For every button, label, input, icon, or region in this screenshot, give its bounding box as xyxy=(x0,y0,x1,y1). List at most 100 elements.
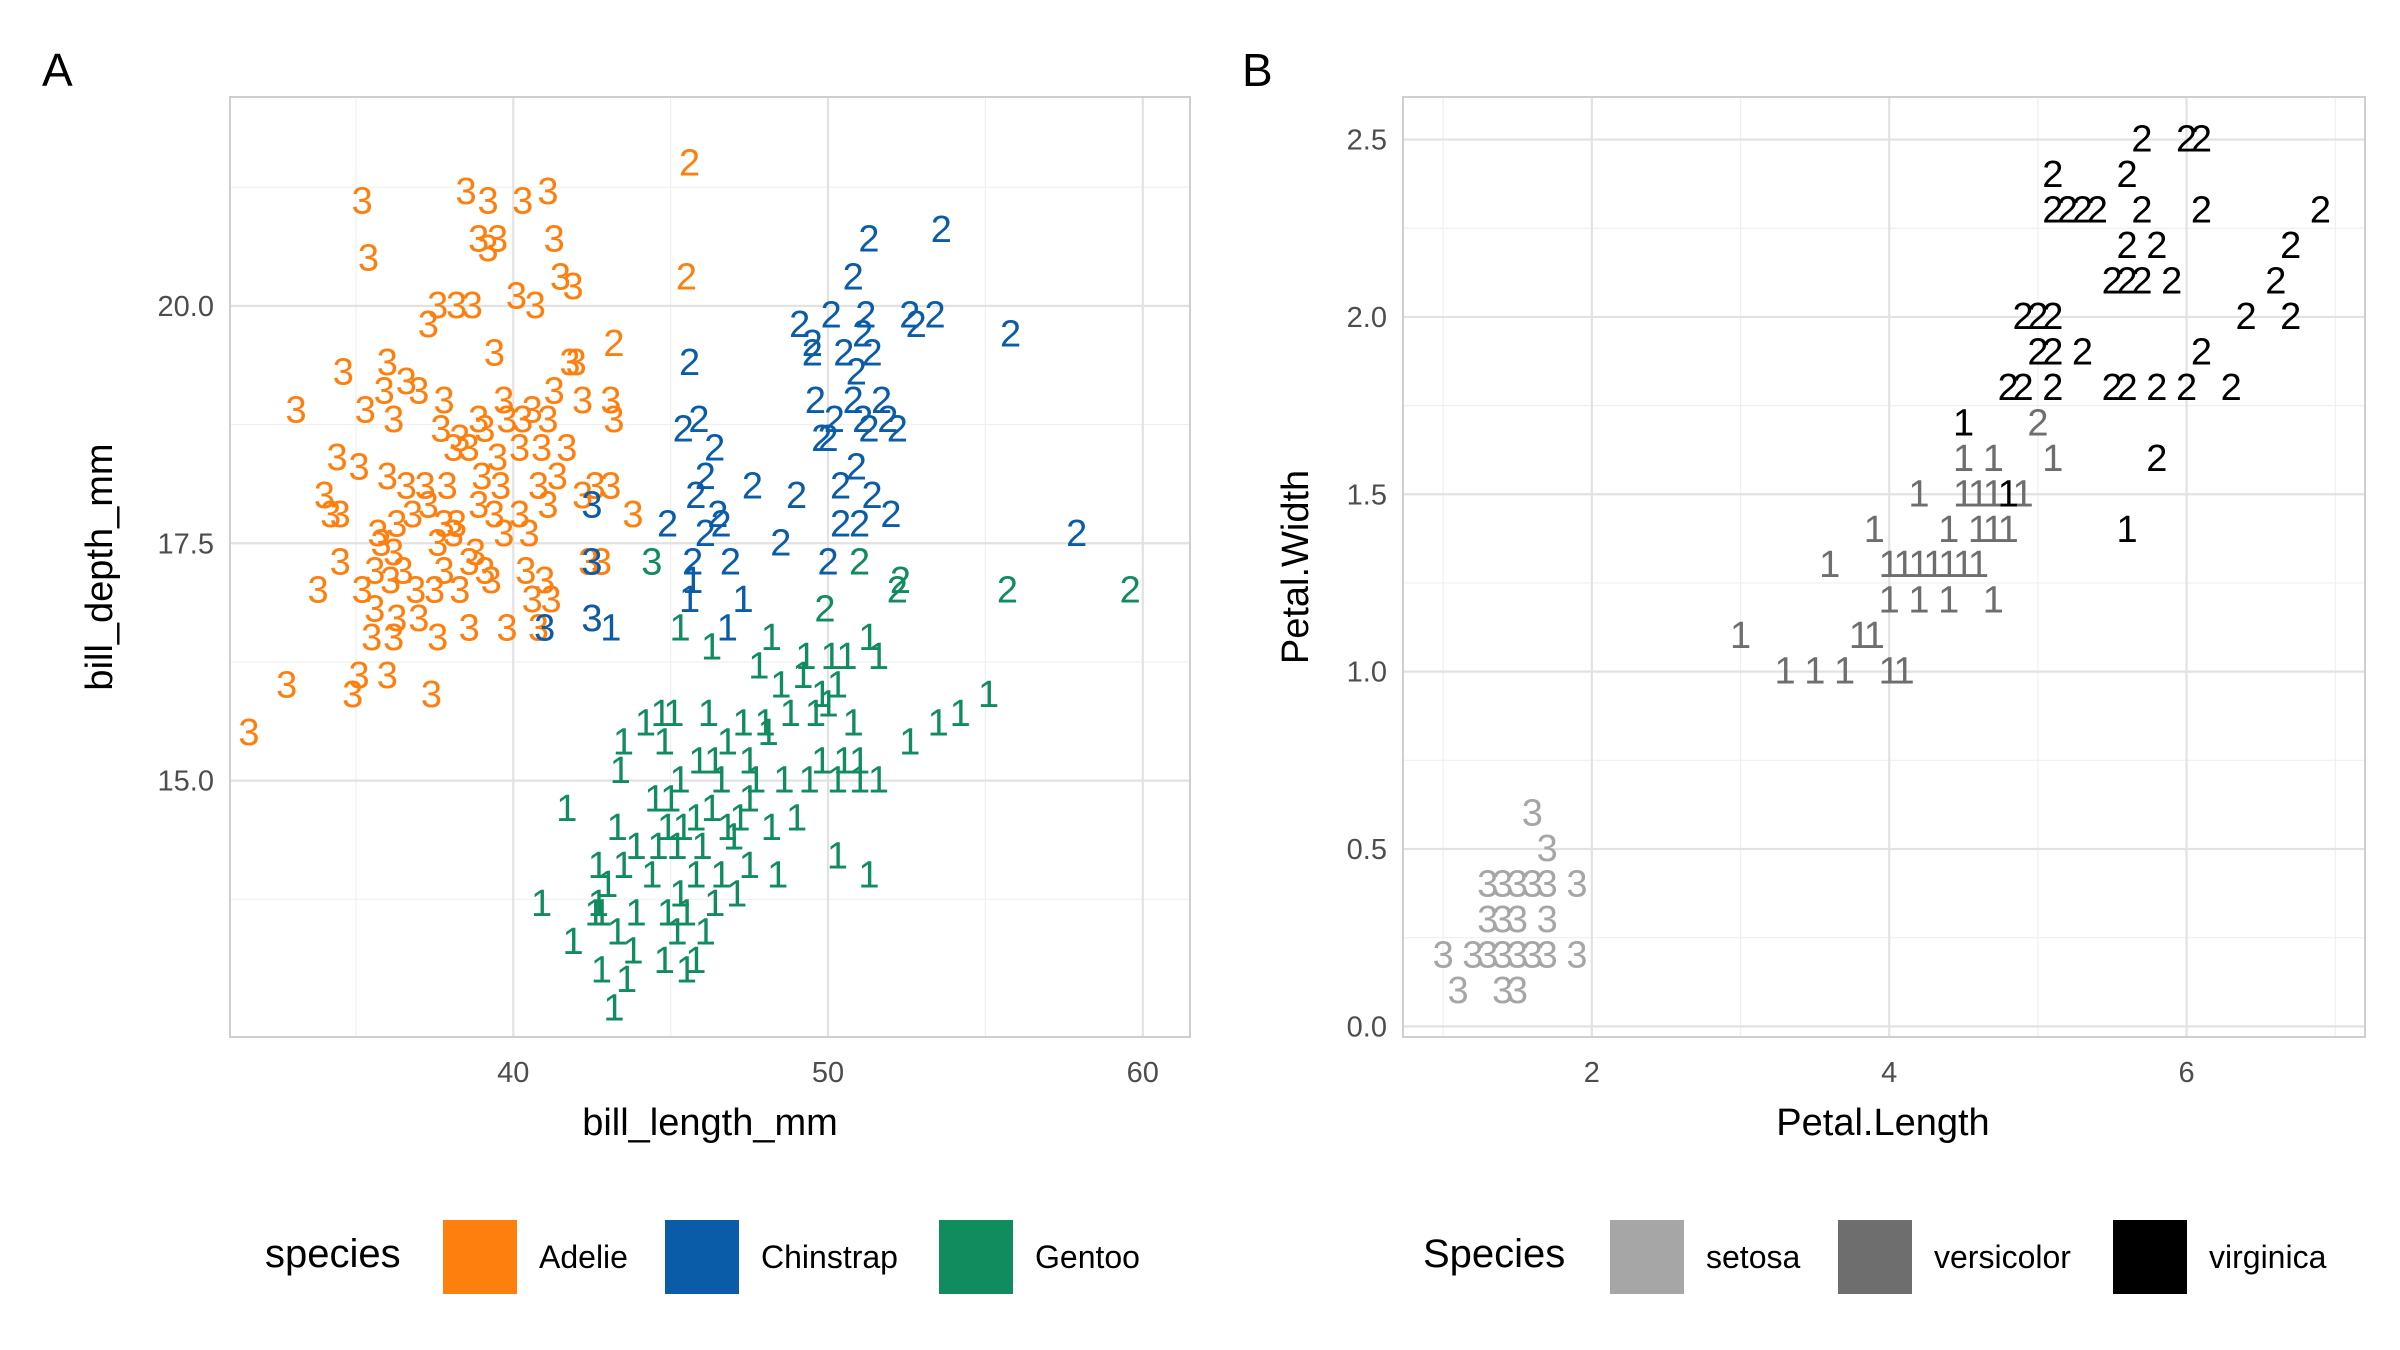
data-point-adelie: 3 xyxy=(531,427,552,469)
data-point-adelie: 2 xyxy=(603,323,624,365)
data-point-adelie: 3 xyxy=(459,541,480,583)
data-point-adelie: 3 xyxy=(433,503,454,545)
data-point-gentoo: 1 xyxy=(685,855,706,897)
data-point-virginica: 2 xyxy=(2310,190,2331,232)
data-point-adelie: 3 xyxy=(572,475,593,517)
data-point-versicolor: 1 xyxy=(1923,544,1944,586)
data-point-gentoo: 1 xyxy=(799,760,820,802)
data-point-chinstrap: 2 xyxy=(682,541,703,583)
data-point-virginica: 1 xyxy=(1998,473,2019,515)
data-point-chinstrap: 1 xyxy=(717,608,738,650)
data-point-chinstrap: 2 xyxy=(846,351,867,393)
chart-a-tick-labels: 40 50 60 15.0 17.5 20.0 xyxy=(158,291,1159,1089)
data-point-setosa: 3 xyxy=(1447,970,1468,1012)
data-point-gentoo: 1 xyxy=(761,617,782,659)
panel-b-tag: B xyxy=(1242,44,1273,96)
data-point-gentoo: 1 xyxy=(858,617,879,659)
data-point-virginica: 2 xyxy=(2146,367,2167,409)
data-point-adelie: 3 xyxy=(386,598,407,640)
data-point-virginica: 2 xyxy=(2191,331,2212,373)
data-point-versicolor: 1 xyxy=(1908,580,1929,622)
data-point-adelie: 3 xyxy=(512,180,533,222)
data-point-chinstrap: 2 xyxy=(789,304,810,346)
y-tick-label: 1.0 xyxy=(1347,657,1387,689)
data-point-adelie: 3 xyxy=(433,551,454,593)
data-point-virginica: 2 xyxy=(2102,260,2123,302)
x-tick-label: 4 xyxy=(1881,1057,1897,1089)
data-point-chinstrap: 2 xyxy=(843,380,864,422)
data-point-gentoo: 1 xyxy=(701,627,722,669)
legend-label-gentoo: Gentoo xyxy=(1035,1239,1140,1275)
data-point-adelie: 3 xyxy=(490,465,511,507)
data-point-versicolor: 1 xyxy=(1894,544,1915,586)
data-point-virginica: 2 xyxy=(2042,296,2063,338)
data-point-adelie: 3 xyxy=(443,427,464,469)
data-point-adelie: 3 xyxy=(367,513,388,555)
data-point-chinstrap: 2 xyxy=(657,503,678,545)
data-point-adelie: 3 xyxy=(455,171,476,213)
data-point-adelie: 3 xyxy=(427,617,448,659)
data-point-gentoo: 1 xyxy=(585,893,606,935)
data-point-gentoo: 1 xyxy=(795,636,816,678)
data-point-adelie: 3 xyxy=(462,285,483,327)
data-point-gentoo: 1 xyxy=(670,760,691,802)
data-point-adelie: 2 xyxy=(679,142,700,184)
data-point-chinstrap: 2 xyxy=(817,418,838,460)
data-point-adelie: 3 xyxy=(600,465,621,507)
data-point-adelie: 3 xyxy=(534,560,555,602)
data-point-chinstrap: 2 xyxy=(673,408,694,450)
data-point-gentoo: 1 xyxy=(701,788,722,830)
data-point-adelie: 3 xyxy=(308,570,329,612)
data-point-setosa: 3 xyxy=(1507,934,1528,976)
data-point-gentoo: 1 xyxy=(692,826,713,868)
data-point-chinstrap: 2 xyxy=(811,418,832,460)
data-point-gentoo: 1 xyxy=(821,636,842,678)
data-point-chinstrap: 3 xyxy=(581,541,602,583)
data-point-adelie: 3 xyxy=(342,674,363,716)
data-point-gentoo: 1 xyxy=(654,722,675,764)
data-point-gentoo: 1 xyxy=(588,845,609,887)
data-point-adelie: 3 xyxy=(509,494,530,536)
data-point-gentoo: 1 xyxy=(761,807,782,849)
data-point-setosa: 3 xyxy=(1507,863,1528,905)
data-point-chinstrap: 2 xyxy=(1066,513,1087,555)
data-point-adelie: 3 xyxy=(427,285,448,327)
data-point-gentoo: 1 xyxy=(666,912,687,954)
data-point-gentoo: 1 xyxy=(767,855,788,897)
data-point-chinstrap: 1 xyxy=(679,579,700,621)
data-point-virginica: 2 xyxy=(2042,331,2063,373)
data-point-versicolor: 1 xyxy=(1894,651,1915,693)
data-point-virginica: 2 xyxy=(2176,119,2197,161)
data-point-adelie: 3 xyxy=(603,399,624,441)
data-point-adelie: 3 xyxy=(377,655,398,697)
data-point-virginica: 1 xyxy=(2117,509,2138,551)
data-point-gentoo: 1 xyxy=(657,807,678,849)
data-point-chinstrap: 2 xyxy=(704,427,725,469)
data-point-gentoo: 1 xyxy=(723,817,744,859)
data-point-adelie: 3 xyxy=(377,456,398,498)
data-point-gentoo: 1 xyxy=(770,665,791,707)
data-point-chinstrap: 2 xyxy=(880,494,901,536)
data-point-adelie: 3 xyxy=(330,494,351,536)
data-point-chinstrap: 2 xyxy=(720,541,741,583)
data-point-virginica: 2 xyxy=(2146,225,2167,267)
data-point-adelie: 3 xyxy=(446,503,467,545)
y-tick-label: 0.5 xyxy=(1347,834,1387,866)
data-point-versicolor: 1 xyxy=(2012,473,2033,515)
data-point-adelie: 3 xyxy=(371,522,392,564)
chart-b-legend-title: Species xyxy=(1423,1232,1565,1276)
data-point-virginica: 2 xyxy=(2161,260,2182,302)
data-point-gentoo: 3 xyxy=(641,541,662,583)
data-point-adelie: 3 xyxy=(550,256,571,298)
data-point-adelie: 3 xyxy=(581,598,602,640)
data-point-adelie: 3 xyxy=(465,532,486,574)
data-point-chinstrap: 2 xyxy=(802,323,823,365)
data-point-gentoo: 1 xyxy=(673,807,694,849)
data-point-versicolor: 1 xyxy=(1983,509,2004,551)
data-point-gentoo: 1 xyxy=(827,665,848,707)
data-point-adelie: 3 xyxy=(443,513,464,555)
data-point-adelie: 3 xyxy=(515,551,536,593)
data-point-setosa: 3 xyxy=(1507,970,1528,1012)
